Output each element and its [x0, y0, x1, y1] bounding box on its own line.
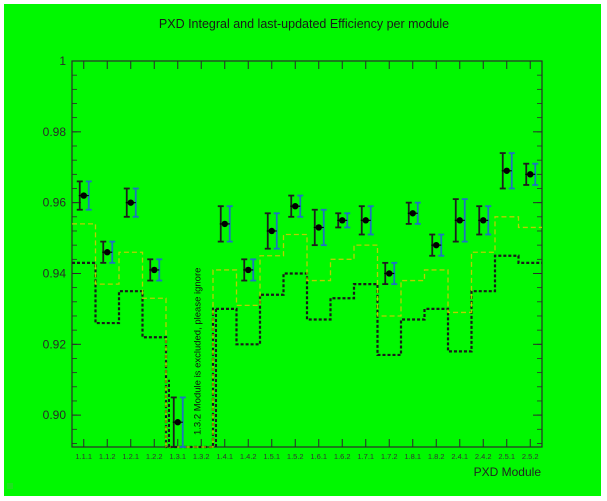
- data-point: [151, 266, 158, 274]
- x-tick-label: 2.4.2: [475, 452, 492, 461]
- data-point: [315, 224, 322, 231]
- x-tick-label: 1.6.2: [334, 452, 351, 461]
- y-tick-label: 0.96: [43, 196, 67, 210]
- x-tick-label: 1.8.1: [404, 452, 421, 461]
- x-tick-label: 2.5.2: [522, 452, 539, 461]
- data-point: [245, 266, 252, 274]
- limit-lines: [72, 216, 542, 449]
- chart-title: PXD Integral and last-updated Efficiency…: [159, 17, 449, 31]
- x-tick-label: 1.2.2: [146, 452, 163, 461]
- x-tick-label: 1.5.1: [263, 452, 280, 461]
- data-points: [78, 167, 536, 426]
- upper-limit-step-line: [72, 216, 542, 448]
- data-point: [386, 270, 393, 277]
- data-point: [339, 217, 346, 224]
- data-point: [480, 217, 487, 224]
- corner-marker: [7, 483, 13, 489]
- x-tick-label: 1.2.1: [122, 452, 139, 461]
- data-point: [527, 171, 534, 178]
- data-point: [127, 199, 134, 206]
- y-axis: 0.90 0.92 0.94 0.96 0.98 1: [43, 54, 542, 444]
- y-tick-label: 0.90: [43, 408, 67, 422]
- data-point: [362, 217, 369, 224]
- plot-frame: [71, 60, 543, 448]
- x-tick-label: 1.1.1: [75, 452, 92, 461]
- x-tick-label: 1.7.1: [357, 452, 374, 461]
- x-tick-label: 1.4.2: [240, 452, 257, 461]
- x-tick-label: 1.5.2: [287, 452, 304, 461]
- data-point: [221, 220, 228, 228]
- x-tick-label: 1.8.2: [428, 452, 445, 461]
- x-axis-label: PXD Module: [474, 465, 542, 479]
- x-tick-label: 2.4.1: [451, 452, 468, 461]
- data-point: [104, 249, 111, 256]
- data-point: [292, 202, 299, 210]
- data-point: [503, 167, 510, 174]
- error-bars: [76, 152, 539, 448]
- data-point: [174, 419, 181, 426]
- x-tick-label: 1.3.1: [169, 452, 186, 461]
- y-tick-label: 0.92: [43, 337, 67, 351]
- x-tick-label: 1.3.2: [193, 452, 210, 461]
- data-point: [409, 210, 416, 217]
- data-point: [80, 192, 87, 199]
- y-tick-label: 0.94: [43, 266, 67, 280]
- lower-limit-step-line: [72, 254, 542, 449]
- x-tick-label: 1.7.2: [381, 452, 398, 461]
- exclusion-annotation: 1.3.2 Module is excluded, please ignore: [192, 268, 203, 435]
- data-point: [433, 241, 440, 249]
- y-tick-label: 0.98: [43, 125, 67, 139]
- data-point: [456, 217, 463, 224]
- data-point: [268, 227, 275, 235]
- x-tick-label: 1.1.2: [99, 452, 116, 461]
- y-tick-label: 1: [59, 54, 66, 68]
- x-tick-label: 1.4.1: [216, 452, 233, 461]
- chart-canvas: PXD Integral and last-updated Efficiency…: [4, 4, 601, 496]
- x-tick-label: 1.6.1: [310, 452, 327, 461]
- x-axis: 1.1.1 1.1.2 1.2.1 1.2.2 1.3.1 1.3.2 1.4.1 1.4.2…: [75, 61, 539, 461]
- x-tick-label: 2.5.1: [498, 452, 515, 461]
- efficiency-chart: PXD Integral and last-updated Efficiency…: [7, 17, 543, 489]
